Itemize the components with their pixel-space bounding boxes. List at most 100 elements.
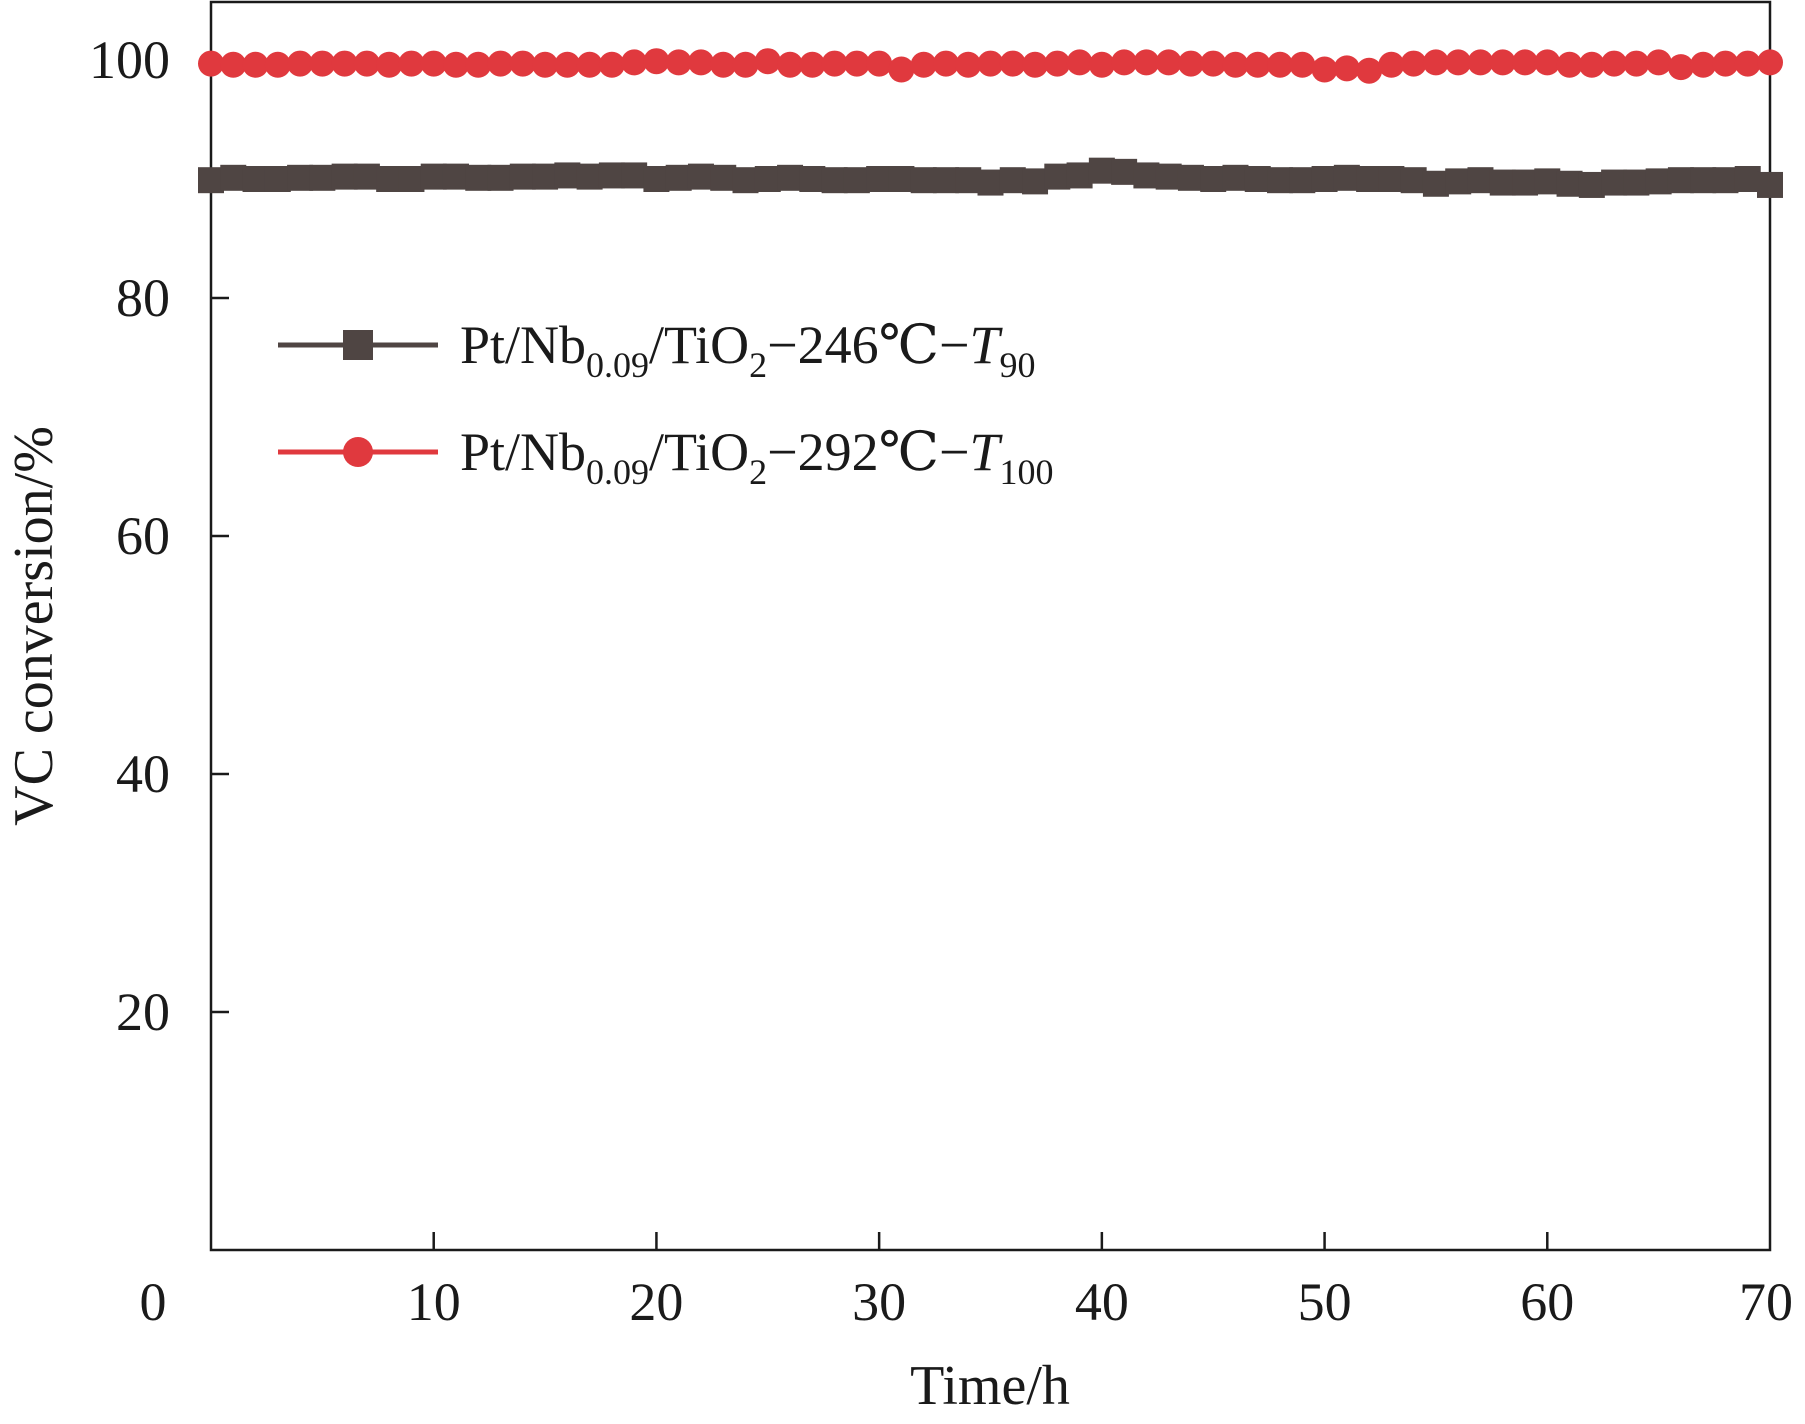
data-point xyxy=(1556,51,1583,78)
data-point xyxy=(1578,171,1605,198)
data-point xyxy=(1267,51,1294,78)
data-point xyxy=(1534,49,1561,76)
data-point xyxy=(1311,166,1338,192)
data-point xyxy=(198,167,224,194)
data-point xyxy=(1734,50,1761,77)
data-point xyxy=(955,167,982,194)
data-point xyxy=(1400,167,1427,194)
data-point xyxy=(1690,167,1717,194)
data-point xyxy=(777,51,804,78)
data-point xyxy=(398,166,425,192)
data-point xyxy=(1712,50,1739,77)
legend-item: Pt/Nb0.09/TiO2−246℃−T90 xyxy=(278,315,1036,385)
data-point xyxy=(799,166,826,192)
data-point xyxy=(1088,51,1115,78)
data-point xyxy=(287,50,314,77)
data-point xyxy=(977,169,1004,196)
data-point xyxy=(376,166,403,192)
legend-text-part: −292℃− xyxy=(767,422,969,482)
data-point xyxy=(665,164,692,191)
data-point xyxy=(1467,167,1494,194)
data-point xyxy=(777,164,804,191)
data-point xyxy=(1667,167,1694,194)
data-point xyxy=(1155,163,1182,190)
data-point xyxy=(576,51,603,78)
data-point xyxy=(1422,49,1449,76)
data-point xyxy=(1133,49,1160,76)
data-point xyxy=(932,167,959,194)
data-point xyxy=(1757,171,1783,198)
data-point xyxy=(398,50,425,77)
data-point xyxy=(1088,157,1115,184)
data-point xyxy=(1066,162,1093,189)
data-point xyxy=(1757,49,1783,76)
data-point xyxy=(754,48,781,75)
data-point xyxy=(821,50,848,77)
x-tick-label: 10 xyxy=(407,1272,461,1332)
legend-text-part: T xyxy=(969,315,1003,375)
legend-text-part: /TiO xyxy=(649,422,749,482)
legend: Pt/Nb0.09/TiO2−246℃−T90Pt/Nb0.09/TiO2−29… xyxy=(278,315,1054,492)
data-point xyxy=(1378,166,1405,192)
data-point xyxy=(576,163,603,190)
legend-text-part: /TiO xyxy=(649,315,749,375)
x-axis: 0 10 20 30 40 50 60 70 xyxy=(140,1232,1793,1332)
data-point xyxy=(220,164,247,191)
data-point xyxy=(977,50,1004,77)
data-point xyxy=(1022,168,1049,195)
data-point xyxy=(1133,162,1160,189)
plot-area xyxy=(198,48,1783,198)
data-point xyxy=(710,51,737,78)
data-point xyxy=(1022,51,1049,78)
data-point xyxy=(220,51,247,78)
data-point xyxy=(888,56,915,83)
data-point xyxy=(687,49,714,76)
data-point xyxy=(621,162,648,189)
data-point xyxy=(509,50,536,77)
data-point xyxy=(309,50,336,77)
data-point xyxy=(1177,164,1204,191)
series-dark-squares xyxy=(198,157,1783,198)
legend-label: Pt/Nb0.09/TiO2−246℃−T90 xyxy=(460,315,1036,385)
data-point xyxy=(1311,56,1338,83)
data-point xyxy=(1244,51,1271,78)
data-point xyxy=(643,166,670,192)
x-axis-title: Time/h xyxy=(910,1355,1070,1417)
data-point xyxy=(442,51,469,78)
data-point xyxy=(1111,158,1138,185)
data-point xyxy=(465,51,492,78)
data-point xyxy=(1512,169,1539,196)
data-point xyxy=(732,51,759,78)
data-point xyxy=(866,50,893,77)
data-point xyxy=(532,163,559,190)
y-axis-title: VC conversion/% xyxy=(3,426,65,826)
data-point xyxy=(509,163,536,190)
data-point xyxy=(1512,49,1539,76)
data-point xyxy=(1667,54,1694,81)
data-point xyxy=(866,166,893,192)
data-point xyxy=(554,51,581,78)
legend-text-part: Pt/Nb xyxy=(460,315,586,375)
x-tick-label: 30 xyxy=(852,1272,906,1332)
data-point xyxy=(1400,50,1427,77)
x-tick-label: 0 xyxy=(140,1272,167,1332)
y-tick-label: 20 xyxy=(116,982,170,1042)
data-point xyxy=(1467,49,1494,76)
data-point xyxy=(198,50,224,77)
data-point xyxy=(1289,51,1316,78)
data-point xyxy=(1378,51,1405,78)
data-point xyxy=(1200,166,1227,192)
data-point xyxy=(242,51,269,78)
x-tick-label: 70 xyxy=(1739,1272,1793,1332)
x-tick-label: 20 xyxy=(629,1272,683,1332)
data-point xyxy=(754,166,781,192)
data-point xyxy=(465,164,492,191)
data-point xyxy=(1044,163,1071,190)
data-point xyxy=(353,163,380,190)
legend-text-part: −246℃− xyxy=(767,315,969,375)
data-point xyxy=(487,50,514,77)
data-point xyxy=(598,51,625,78)
data-point xyxy=(287,164,314,191)
data-point xyxy=(1155,49,1182,76)
